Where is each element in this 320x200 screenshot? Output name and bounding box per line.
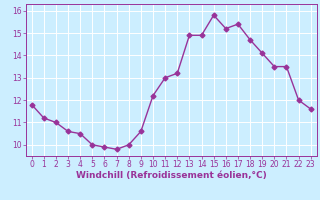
X-axis label: Windchill (Refroidissement éolien,°C): Windchill (Refroidissement éolien,°C) — [76, 171, 267, 180]
